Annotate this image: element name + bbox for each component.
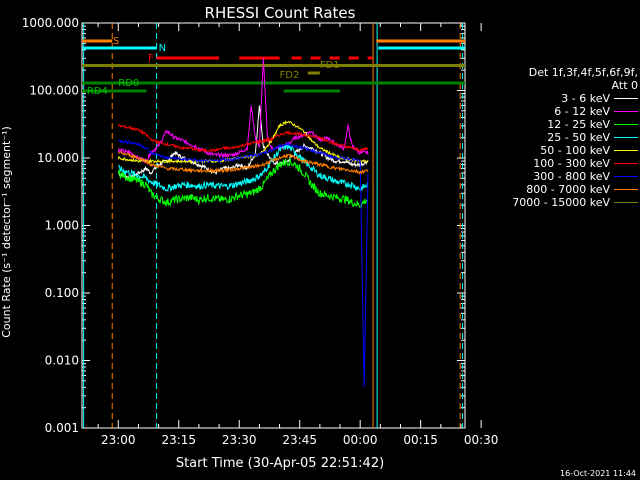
rd4-label: RD4 — [87, 86, 108, 97]
legend-entry-label: 300 - 800 keV — [533, 170, 610, 183]
legend-entry: 50 - 100 keV — [478, 144, 638, 157]
saa-label: S — [113, 36, 119, 47]
generated-timestamp: 16-Oct-2021 11:44 — [560, 469, 636, 478]
legend-entry-label: 12 - 25 keV — [547, 118, 610, 131]
x-tick-label: 00:00 — [343, 433, 378, 447]
y-tick-label: 1000.000 — [22, 16, 79, 30]
y-tick-label: 10.000 — [37, 151, 79, 165]
x-tick-label: 00:15 — [403, 433, 438, 447]
legend-entry: 25 - 50 keV — [478, 131, 638, 144]
legend-swatch — [614, 124, 638, 125]
series-line-12-25-kev — [117, 158, 369, 209]
x-axis-label: Start Time (30-Apr-05 22:51:42) — [176, 456, 384, 471]
fd2-label: FD2 — [280, 70, 300, 81]
x-tick-label: 23:15 — [161, 433, 196, 447]
chart-title: RHESSI Count Rates — [205, 4, 356, 22]
y-axis-label: Count Rate (s⁻¹ detector⁻¹ segment⁻¹) — [0, 126, 13, 338]
y-tick-label: 0.010 — [45, 354, 79, 368]
y-tick-label: 0.001 — [45, 421, 79, 435]
legend-entry-label: 25 - 50 keV — [547, 131, 610, 144]
legend-entry: 3 - 6 keV — [478, 92, 638, 105]
legend-entry-label: 800 - 7000 keV — [526, 183, 610, 196]
x-tick-label: 23:45 — [282, 433, 317, 447]
night-label: N — [159, 43, 166, 54]
legend-entry: 12 - 25 keV — [478, 118, 638, 131]
legend-entry-label: 100 - 300 keV — [533, 157, 610, 170]
legend-entry-label: 3 - 6 keV — [561, 92, 610, 105]
x-tick-label: 00:30 — [464, 433, 499, 447]
legend-entry: 300 - 800 keV — [478, 170, 638, 183]
series-line-300-800-kev — [117, 139, 369, 388]
legend-entry: 7000 - 15000 keV — [478, 196, 638, 209]
legend-entry-label: 7000 - 15000 keV — [512, 196, 610, 209]
legend-entry: 6 - 12 keV — [478, 105, 638, 118]
rd0-label: RD0 — [118, 78, 139, 89]
legend-entry-label: 6 - 12 keV — [554, 105, 610, 118]
y-tick-label: 1.000 — [45, 219, 79, 233]
series-line-25-50-kev — [117, 143, 369, 193]
legend-swatch — [614, 189, 638, 190]
series-line-6-12-kev — [117, 58, 369, 165]
legend-swatch — [614, 202, 638, 203]
legend-detectors: Det 1f,3f,4f,5f,6f,9f, — [528, 66, 638, 79]
legend-entry: 800 - 7000 keV — [478, 183, 638, 196]
legend: Det 1f,3f,4f,5f,6f,9f, Att 0 3 - 6 keV 6 … — [478, 66, 638, 209]
legend-swatch — [614, 137, 638, 138]
x-tick-label: 23:30 — [222, 433, 257, 447]
legend-swatch — [614, 98, 638, 99]
series-line-100-300-kev — [117, 124, 369, 153]
y-tick-label: 0.100 — [45, 286, 79, 300]
x-tick-label: 23:00 — [101, 433, 136, 447]
legend-swatch — [614, 163, 638, 164]
legend-attenuator: Att 0 — [611, 79, 638, 92]
flare-label: F — [148, 53, 154, 64]
y-tick-label: 100.000 — [29, 84, 79, 98]
fd1-label: FD1 — [320, 60, 340, 71]
legend-swatch — [614, 111, 638, 112]
legend-swatch — [614, 150, 638, 151]
legend-entry-label: 50 - 100 keV — [540, 144, 610, 157]
series-line-800-7000-kev — [118, 150, 369, 175]
legend-swatch — [614, 176, 638, 177]
legend-entry: 100 - 300 keV — [478, 157, 638, 170]
